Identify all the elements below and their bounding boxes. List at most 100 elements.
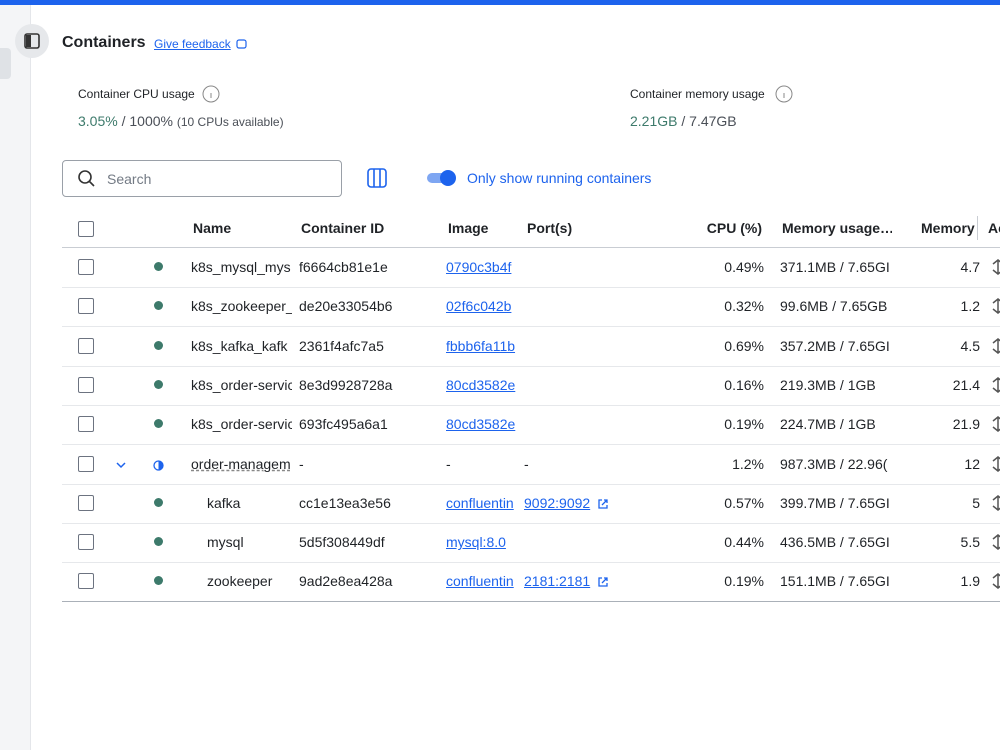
container-id: de20e33054b6 bbox=[299, 298, 393, 315]
row-checkbox[interactable] bbox=[78, 455, 94, 472]
container-id: - bbox=[299, 455, 304, 472]
memory-usage: 357.2MB / 7.65GI bbox=[780, 337, 890, 354]
row-divider bbox=[62, 444, 1000, 446]
memory-usage: 436.5MB / 7.65GI bbox=[780, 534, 890, 551]
select-all-checkbox[interactable] bbox=[78, 221, 94, 237]
image-link[interactable]: 80cd3582e bbox=[446, 416, 516, 433]
search-box[interactable]: Search bbox=[62, 160, 342, 197]
column-header[interactable]: Container ID bbox=[301, 220, 385, 236]
image-link[interactable]: 02f6c042b bbox=[446, 298, 512, 315]
running-status bbox=[154, 576, 163, 586]
row-divider bbox=[62, 326, 1000, 328]
row-checkbox[interactable] bbox=[78, 416, 94, 433]
container-id: 693fc495a6a1 bbox=[299, 416, 388, 433]
toggle-icon bbox=[24, 33, 40, 49]
container-id: 2361f4afc7a5 bbox=[299, 337, 384, 354]
container-id: 9ad2e8ea428a bbox=[299, 573, 393, 590]
actions-icon[interactable] bbox=[991, 337, 1000, 354]
actions-icon[interactable] bbox=[991, 455, 1000, 472]
container-name[interactable]: mysql bbox=[207, 534, 244, 551]
port-link[interactable]: 9092:9092 bbox=[524, 494, 591, 511]
container-id: f6664cb81e1e bbox=[299, 259, 388, 275]
actions-icon[interactable] bbox=[991, 494, 1000, 511]
column-header[interactable]: Port(s) bbox=[527, 220, 573, 236]
sidebar-toggle[interactable] bbox=[15, 24, 49, 58]
search-icon bbox=[78, 170, 95, 187]
row-checkbox[interactable] bbox=[78, 337, 94, 354]
container-name[interactable]: k8s_order-servic bbox=[191, 416, 292, 433]
row-checkbox[interactable] bbox=[78, 298, 94, 315]
container-name[interactable]: k8s_zookeeper_ bbox=[191, 298, 292, 315]
feedback-link[interactable]: Give feedback bbox=[154, 37, 231, 51]
row-checkbox[interactable] bbox=[78, 494, 94, 511]
running-status bbox=[154, 262, 163, 271]
external-icon[interactable] bbox=[597, 497, 609, 509]
memory-percent: 21.9 bbox=[952, 416, 980, 433]
memory-percent: 12 bbox=[964, 455, 980, 472]
image-link[interactable]: fbbb6fa11b bbox=[446, 337, 516, 354]
row-checkbox[interactable] bbox=[78, 259, 94, 275]
container-name[interactable]: kafka bbox=[207, 494, 241, 511]
cpu-usage: 0.16% bbox=[724, 376, 764, 393]
container-name[interactable]: k8s_mysql_mys bbox=[191, 259, 291, 275]
container-name[interactable]: k8s_order-servic bbox=[191, 376, 292, 393]
row-checkbox[interactable] bbox=[78, 573, 94, 590]
container-id: 5d5f308449df bbox=[299, 534, 385, 551]
actions-icon[interactable] bbox=[991, 376, 1000, 393]
row-divider bbox=[62, 562, 1000, 564]
column-header[interactable]: Memory bbox=[921, 220, 975, 236]
row-checkbox[interactable] bbox=[78, 534, 94, 551]
image-link: - bbox=[446, 455, 451, 472]
cpu-usage: 0.19% bbox=[724, 573, 764, 590]
column-header[interactable]: Name bbox=[193, 220, 232, 236]
image-link[interactable]: mysql:8.0 bbox=[446, 534, 506, 551]
cpu-total: / 1000% bbox=[121, 113, 173, 129]
container-name[interactable]: order-managem bbox=[191, 455, 291, 472]
actions-icon[interactable] bbox=[991, 534, 1000, 551]
memory-usage: 151.1MB / 7.65GI bbox=[780, 573, 890, 590]
port-link: - bbox=[524, 455, 529, 472]
memory-percent: 4.7 bbox=[960, 259, 980, 275]
actions-icon[interactable] bbox=[991, 416, 1000, 433]
memory-percent: 1.9 bbox=[960, 573, 980, 590]
cpu-usage: 0.57% bbox=[724, 494, 764, 511]
image-link[interactable]: 0790c3b4f bbox=[446, 259, 512, 275]
running-toggle[interactable] bbox=[426, 168, 458, 188]
running-status bbox=[154, 497, 163, 507]
actions-icon[interactable] bbox=[991, 298, 1000, 315]
column-header[interactable]: CPU (%) bbox=[706, 220, 762, 236]
actions-icon[interactable] bbox=[991, 573, 1000, 590]
external-icon[interactable] bbox=[597, 575, 609, 588]
cpu-usage: 3.05% / 1000% (10 CPUs available) bbox=[78, 113, 284, 129]
cpu-usage: 0.32% bbox=[724, 298, 764, 315]
actions-icon[interactable] bbox=[991, 259, 1000, 275]
row-divider bbox=[62, 601, 1000, 603]
column-header[interactable]: Image bbox=[448, 220, 489, 236]
partial-status bbox=[153, 458, 164, 471]
containers-table: Name Container ID Image Port(s) CPU (%) Memor… bbox=[0, 208, 1000, 608]
page-title: Containers bbox=[62, 34, 146, 51]
image-link[interactable]: 80cd3582e bbox=[446, 376, 516, 393]
memory-usage: 219.3MB / 1GB bbox=[780, 376, 876, 393]
image-link[interactable]: confluentin bbox=[446, 573, 514, 590]
columns-button[interactable] bbox=[366, 167, 388, 189]
expand-chevron[interactable] bbox=[116, 457, 126, 468]
column-header[interactable]: Memory usage… bbox=[782, 220, 892, 236]
cpu-note: (10 CPUs available) bbox=[176, 115, 284, 129]
memory-usage: 2.21GB / 7.47GB bbox=[630, 113, 737, 129]
memory-usage: 399.7MB / 7.65GI bbox=[780, 494, 890, 511]
container-name[interactable]: k8s_kafka_kafk bbox=[191, 337, 288, 354]
sidebar-item[interactable] bbox=[0, 48, 11, 79]
header-divider bbox=[62, 247, 1000, 248]
image-link[interactable]: confluentin bbox=[446, 494, 514, 511]
info-icon[interactable] bbox=[775, 85, 793, 103]
info-icon[interactable] bbox=[202, 85, 220, 103]
container-name[interactable]: zookeeper bbox=[207, 573, 273, 590]
cpu-value: 3.05% bbox=[78, 113, 118, 129]
row-checkbox[interactable] bbox=[78, 376, 94, 393]
memory-total: / 7.47GB bbox=[681, 113, 737, 129]
port-link[interactable]: 2181:2181 bbox=[524, 573, 591, 590]
memory-usage: 99.6MB / 7.65GB bbox=[780, 298, 888, 315]
column-header[interactable]: Ac bbox=[988, 220, 1000, 236]
